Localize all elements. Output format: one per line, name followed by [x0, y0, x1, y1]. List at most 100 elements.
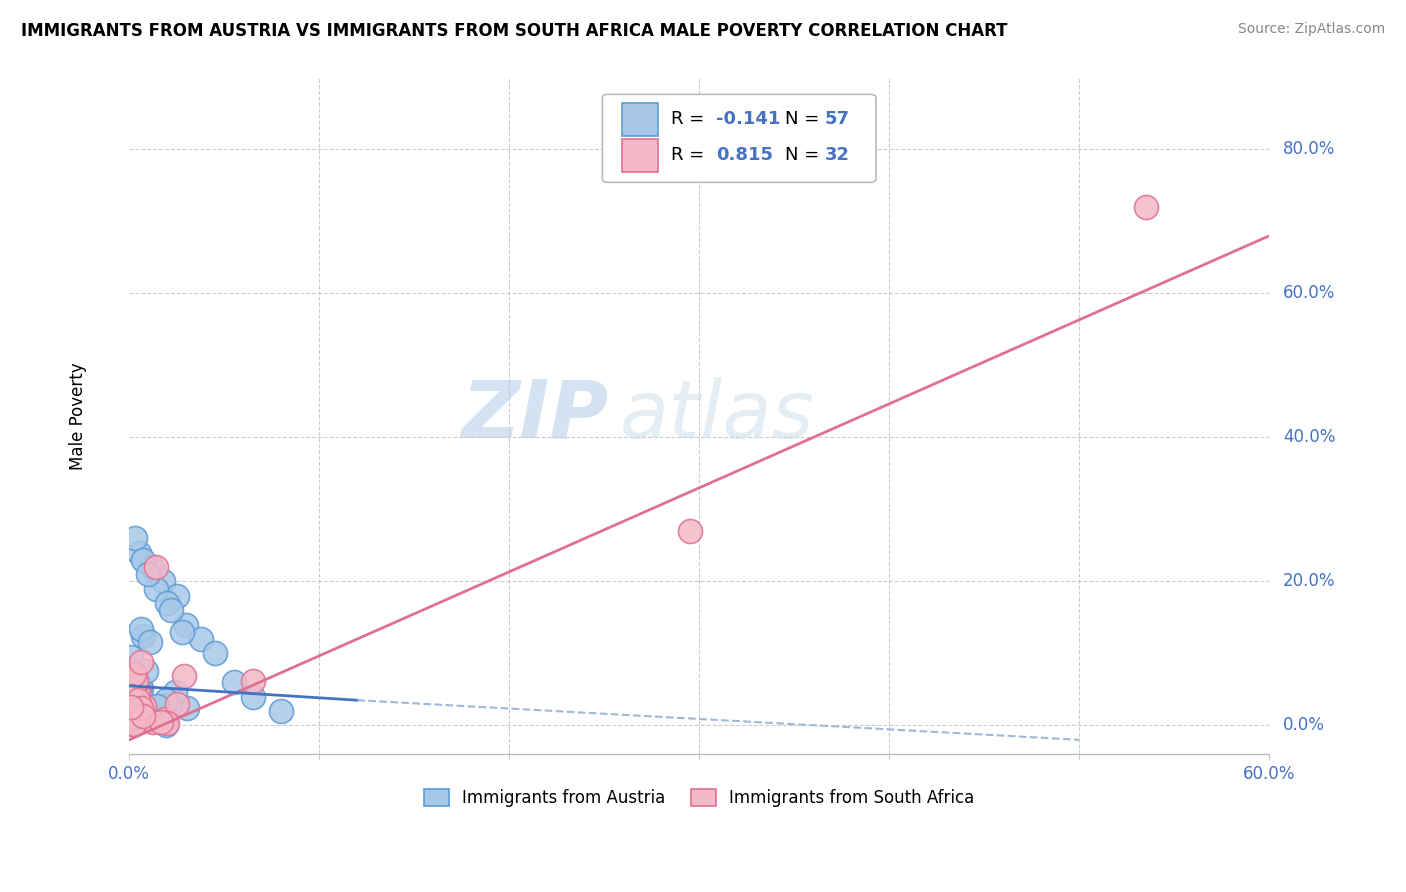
Point	[125, 673, 148, 688]
Point	[138, 705, 160, 719]
Point	[124, 696, 146, 710]
Point	[149, 714, 172, 729]
Point	[120, 712, 142, 726]
Point	[174, 617, 197, 632]
Point	[120, 689, 142, 703]
Point	[155, 717, 177, 731]
Point	[124, 531, 146, 545]
Point	[120, 650, 142, 665]
Point	[166, 697, 188, 711]
Point	[128, 700, 150, 714]
Text: ZIP: ZIP	[461, 376, 607, 455]
Point	[120, 684, 142, 698]
Point	[125, 676, 148, 690]
Point	[122, 708, 145, 723]
Point	[160, 603, 183, 617]
Point	[124, 671, 146, 685]
Point	[204, 647, 226, 661]
Text: N =: N =	[785, 111, 825, 128]
Point	[242, 690, 264, 704]
Point	[122, 717, 145, 731]
Point	[120, 701, 142, 715]
Text: 57: 57	[825, 111, 849, 128]
Text: R =: R =	[671, 111, 710, 128]
Text: Source: ZipAtlas.com: Source: ZipAtlas.com	[1237, 22, 1385, 37]
Point	[129, 655, 152, 669]
Point	[124, 703, 146, 717]
Text: 40.0%: 40.0%	[1282, 428, 1336, 446]
Point	[152, 574, 174, 589]
Point	[122, 685, 145, 699]
Text: 0.815: 0.815	[716, 146, 773, 164]
Point	[141, 714, 163, 728]
Point	[128, 680, 150, 694]
Point	[127, 685, 149, 699]
Point	[122, 716, 145, 731]
Point	[122, 713, 145, 727]
Point	[135, 703, 157, 717]
Point	[129, 622, 152, 636]
Point	[121, 717, 143, 731]
Point	[146, 699, 169, 714]
Point	[125, 690, 148, 704]
Point	[129, 681, 152, 696]
Point	[166, 589, 188, 603]
FancyBboxPatch shape	[621, 103, 658, 136]
Point	[156, 596, 179, 610]
Point	[120, 703, 142, 717]
Text: 0.0%: 0.0%	[1282, 716, 1324, 734]
Point	[125, 707, 148, 722]
Point	[190, 632, 212, 646]
Point	[141, 560, 163, 574]
Legend: Immigrants from Austria, Immigrants from South Africa: Immigrants from Austria, Immigrants from…	[418, 782, 981, 814]
Point	[122, 667, 145, 681]
Point	[131, 707, 153, 722]
Text: 80.0%: 80.0%	[1282, 140, 1336, 159]
Point	[222, 675, 245, 690]
Text: atlas: atlas	[620, 376, 814, 455]
Point	[163, 685, 186, 699]
Point	[176, 700, 198, 714]
Text: Male Poverty: Male Poverty	[69, 362, 87, 469]
Point	[128, 714, 150, 729]
Point	[145, 582, 167, 596]
Point	[145, 559, 167, 574]
Point	[131, 707, 153, 722]
Point	[127, 682, 149, 697]
Point	[155, 692, 177, 706]
Point	[172, 624, 194, 639]
Text: 32: 32	[825, 146, 849, 164]
Point	[121, 695, 143, 709]
Text: 20.0%: 20.0%	[1282, 573, 1336, 591]
Point	[136, 567, 159, 582]
Point	[132, 709, 155, 723]
Point	[131, 553, 153, 567]
Point	[131, 701, 153, 715]
Point	[156, 715, 179, 730]
Point	[142, 714, 165, 729]
Point	[132, 698, 155, 713]
Text: N =: N =	[785, 146, 825, 164]
Point	[173, 668, 195, 682]
Point	[139, 635, 162, 649]
Point	[128, 546, 150, 560]
Text: IMMIGRANTS FROM AUSTRIA VS IMMIGRANTS FROM SOUTH AFRICA MALE POVERTY CORRELATION: IMMIGRANTS FROM AUSTRIA VS IMMIGRANTS FR…	[21, 22, 1008, 40]
Point	[124, 696, 146, 710]
Point	[128, 703, 150, 717]
Point	[135, 664, 157, 678]
Point	[127, 693, 149, 707]
FancyBboxPatch shape	[602, 95, 876, 182]
Point	[125, 680, 148, 694]
Point	[132, 629, 155, 643]
Text: -0.141: -0.141	[716, 111, 780, 128]
Point	[121, 699, 143, 714]
FancyBboxPatch shape	[621, 139, 658, 171]
Text: R =: R =	[671, 146, 710, 164]
Point	[1135, 200, 1157, 214]
Point	[242, 674, 264, 689]
Point	[143, 702, 166, 716]
Point	[679, 524, 702, 538]
Point	[122, 715, 145, 730]
Text: 60.0%: 60.0%	[1282, 285, 1336, 302]
Point	[159, 697, 181, 711]
